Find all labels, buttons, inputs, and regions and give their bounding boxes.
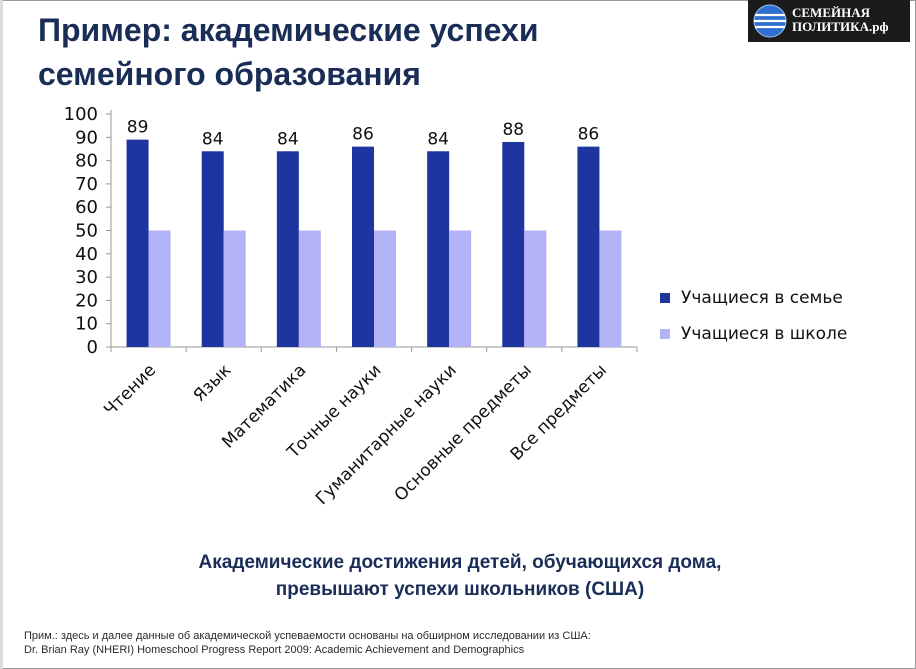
y-tick-label: 20 <box>75 290 98 311</box>
legend-swatch-1 <box>660 293 670 303</box>
data-label-home: 84 <box>277 129 299 149</box>
bar-home-7 <box>577 146 600 347</box>
note-line-2: Dr. Brian Ray (NHERI) Homeschool Progres… <box>24 644 525 656</box>
logo-line-1: СЕМЕЙНАЯ <box>792 5 870 20</box>
bar-school-2 <box>223 230 246 347</box>
logo-text: СЕМЕЙНАЯ ПОЛИТИКА.рф <box>792 6 888 34</box>
y-tick-label: 0 <box>87 337 98 358</box>
conclusion-line-1: Академические достижения детей, обучающи… <box>198 552 722 573</box>
bar-home-4 <box>352 146 374 347</box>
y-tick-label: 90 <box>75 127 98 148</box>
data-label-home: 84 <box>202 129 224 149</box>
y-tick-label: 60 <box>75 197 98 218</box>
conclusion-text: Академические достижения детей, обучающи… <box>110 549 810 603</box>
slide-left-edge <box>0 0 3 669</box>
y-tick-label: 10 <box>75 314 98 335</box>
legend-swatch-2 <box>660 329 670 339</box>
y-tick-label: 40 <box>75 244 98 265</box>
bar-school-7 <box>599 230 622 347</box>
data-label-home: 86 <box>578 125 600 145</box>
bar-school-4 <box>374 230 396 347</box>
y-tick-label: 50 <box>75 221 98 242</box>
category-label: Основные предметы <box>391 360 536 505</box>
conclusion-line-2: превышают успехи школьников (США) <box>275 579 645 600</box>
site-logo: СЕМЕЙНАЯ ПОЛИТИКА.рф <box>748 0 910 42</box>
bar-school-5 <box>449 230 472 347</box>
data-label-home: 84 <box>427 129 449 149</box>
bar-home-6 <box>502 141 525 347</box>
y-tick-label: 70 <box>75 174 98 195</box>
bar-home-2 <box>201 151 224 347</box>
category-label: Язык <box>190 360 236 406</box>
note-line-1: Прим.: здесь и далее данные об академиче… <box>24 630 591 642</box>
category-label: Чтение <box>100 360 160 420</box>
source-note: Прим.: здесь и далее данные об академиче… <box>24 629 724 657</box>
bar-home-5 <box>427 151 450 347</box>
data-label-home: 88 <box>502 120 524 140</box>
category-label: Гуманитарные науки <box>312 360 461 509</box>
logo-line-2: ПОЛИТИКА.рф <box>792 19 889 34</box>
bar-school-1 <box>148 230 171 347</box>
legend-label-2: Учащиеся в школе <box>681 324 847 344</box>
legend-label-1: Учащиеся в семье <box>681 288 843 308</box>
bar-home-1 <box>126 139 149 347</box>
data-label-home: 86 <box>352 125 374 145</box>
bar-school-6 <box>524 230 547 347</box>
y-tick-label: 30 <box>75 267 98 288</box>
y-tick-label: 80 <box>75 151 98 172</box>
globe-icon <box>753 4 787 38</box>
slide-title: Пример: академические успехи семейного о… <box>38 8 738 96</box>
y-tick-label: 100 <box>64 104 98 125</box>
data-label-home: 89 <box>127 118 149 138</box>
title-line-2: семейного образования <box>38 56 421 92</box>
bar-school-3 <box>298 230 321 347</box>
title-line-1: Пример: академические успехи <box>38 12 539 48</box>
bar-home-3 <box>276 151 299 347</box>
